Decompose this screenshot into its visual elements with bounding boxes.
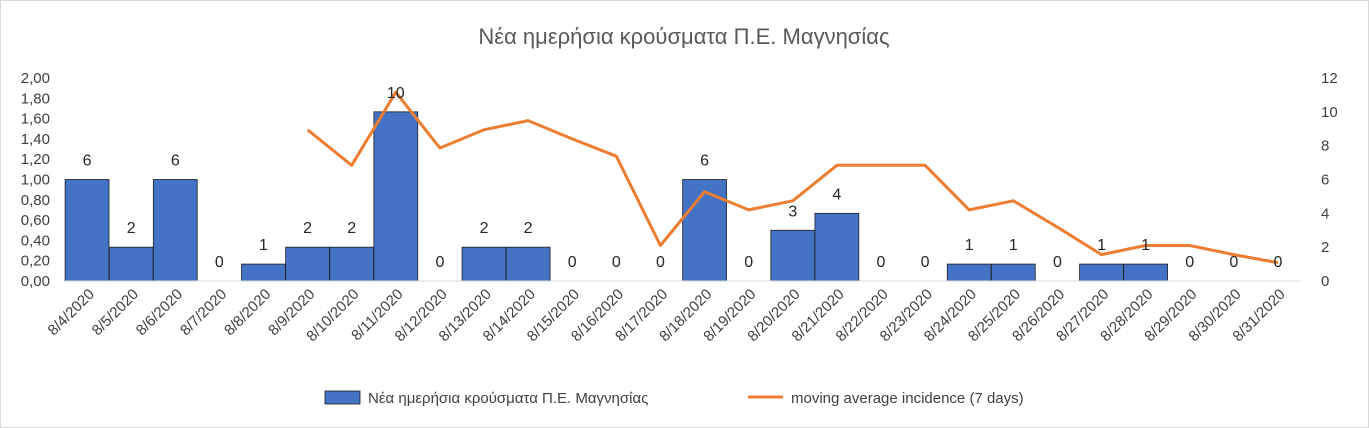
bar-data-label: 0 — [1273, 254, 1282, 271]
bar — [64, 179, 110, 282]
bar — [946, 263, 992, 282]
left-axis-tick-label: 1,00 — [21, 172, 50, 189]
bar — [461, 246, 507, 282]
bar — [329, 246, 375, 282]
bar — [505, 246, 551, 282]
left-axis-tick-label: 0,80 — [21, 192, 50, 209]
right-axis-ticks: 0 2 4 6 8 10 12 — [1321, 70, 1338, 290]
left-axis-tick-label: 0,60 — [21, 212, 50, 229]
bar-data-label: 6 — [700, 153, 709, 170]
right-axis-tick-label: 4 — [1321, 205, 1329, 222]
left-axis-ticks: 0,00 0,20 0,40 0,60 0,80 1,00 1,20 1,40 1,60 1,80… — [21, 70, 50, 290]
bar-data-label: 0 — [568, 254, 577, 271]
bar-data-label: 0 — [877, 254, 886, 271]
bar-data-label: 1 — [1097, 237, 1106, 254]
bar-data-label: 6 — [83, 153, 92, 170]
left-axis-tick-label: 1,60 — [21, 111, 50, 128]
bar-data-label: 2 — [347, 220, 356, 237]
bar-data-label: 0 — [744, 254, 753, 271]
right-axis-tick-label: 10 — [1321, 104, 1338, 121]
bar-data-label: 0 — [215, 254, 224, 271]
bar — [1123, 263, 1168, 282]
left-axis-tick-label: 0,00 — [21, 273, 50, 290]
bar-series — [64, 111, 1168, 282]
bar — [990, 263, 1036, 282]
left-axis-tick-label: 1,80 — [21, 90, 50, 107]
left-axis-tick-label: 2,00 — [21, 70, 50, 87]
left-axis-tick-label: 1,40 — [21, 131, 50, 148]
bar-data-label: 1 — [1141, 237, 1150, 254]
moving-average-line — [306, 90, 1279, 265]
bar — [241, 263, 286, 282]
bar-data-label: 1 — [1009, 237, 1018, 254]
bar-data-label: 10 — [387, 85, 405, 102]
legend-line-label: moving average incidence (7 days) — [791, 390, 1024, 407]
bar — [1079, 263, 1124, 282]
bar-data-label: 0 — [656, 254, 665, 271]
bar-data-label: 0 — [612, 254, 621, 271]
bar — [770, 229, 816, 282]
right-axis-tick-label: 2 — [1321, 239, 1329, 256]
bar — [108, 246, 154, 282]
bar-data-label: 0 — [1053, 254, 1062, 271]
right-axis-tick-label: 0 — [1321, 273, 1329, 290]
chart-title: Νέα ημερήσια κρούσματα Π.Ε. Μαγνησίας — [478, 24, 889, 49]
right-axis-tick-label: 12 — [1321, 70, 1338, 87]
bar-data-label: 1 — [965, 237, 974, 254]
left-axis-tick-label: 1,20 — [21, 151, 50, 168]
right-axis-tick-label: 6 — [1321, 172, 1329, 189]
bar-data-label: 0 — [1185, 254, 1194, 271]
line-series — [306, 90, 1279, 265]
bar — [152, 179, 198, 282]
bar — [373, 111, 419, 282]
bar-data-label: 4 — [832, 186, 841, 203]
bar — [814, 212, 860, 282]
bar-data-label: 2 — [127, 220, 136, 237]
legend-bar-label: Νέα ημερήσια κρούσματα Π.Ε. Μαγνησίας — [368, 390, 648, 407]
bar-data-label: 0 — [1229, 254, 1238, 271]
left-axis-tick-label: 0,20 — [21, 253, 50, 270]
bar-data-label: 2 — [524, 220, 533, 237]
bar — [285, 246, 330, 282]
bar-data-label: 6 — [171, 153, 180, 170]
right-axis-tick-label: 8 — [1321, 138, 1329, 155]
bar-data-label: 3 — [788, 203, 797, 220]
bar-data-label: 0 — [921, 254, 930, 271]
legend-bar-swatch — [324, 390, 361, 405]
bar-data-label: 1 — [259, 237, 268, 254]
bar-data-label: 2 — [303, 220, 312, 237]
bar-data-label: 0 — [435, 254, 444, 271]
bar — [682, 179, 727, 282]
legend: Νέα ημερήσια κρούσματα Π.Ε. Μαγνησίας mo… — [324, 390, 1024, 407]
left-axis-tick-label: 0,40 — [21, 232, 50, 249]
bar-data-label: 2 — [480, 220, 489, 237]
